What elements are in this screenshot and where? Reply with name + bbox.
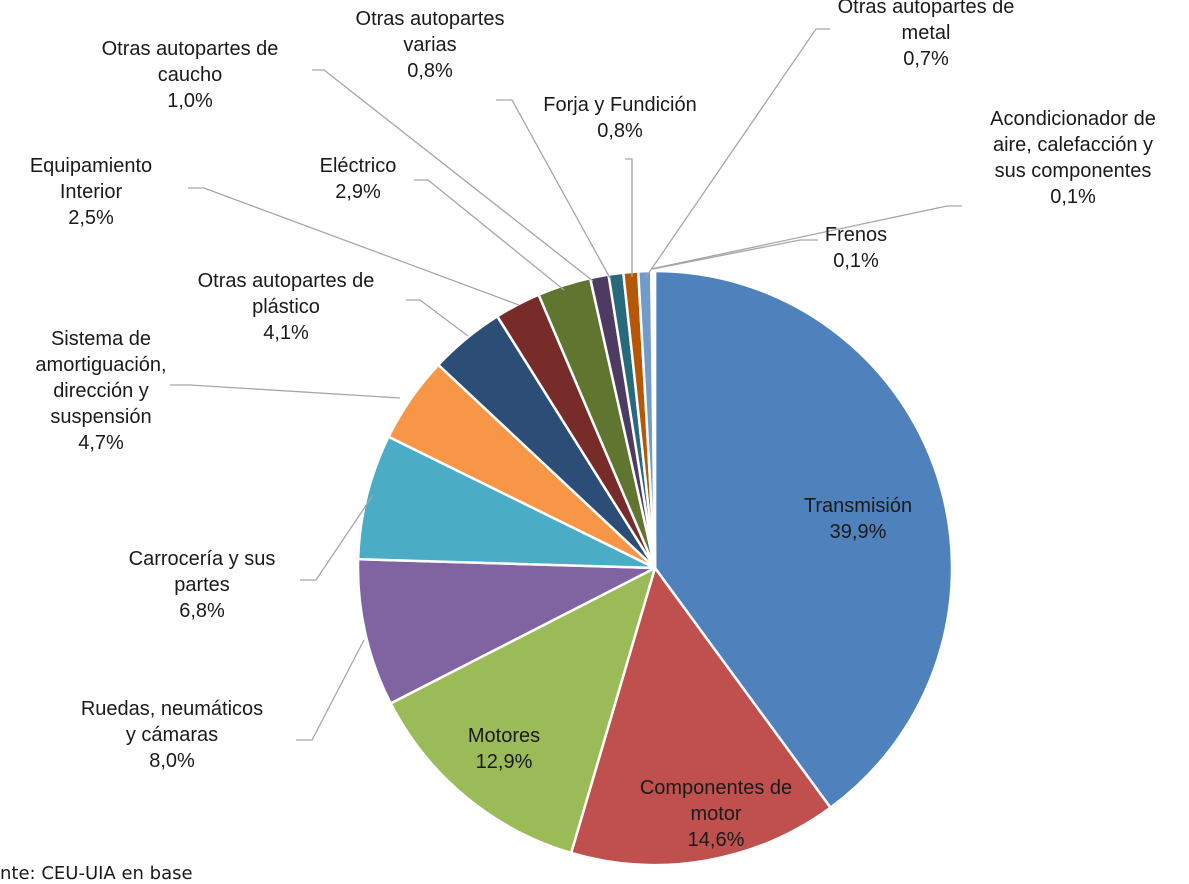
- slice-name: Componentes de: [640, 777, 792, 799]
- slice-name: y cámaras: [126, 724, 218, 746]
- slice-percent: 12,9%: [476, 751, 533, 773]
- pie-slice: [569, 566, 832, 867]
- slice-percent: 2,5%: [68, 207, 114, 229]
- leader-line: [300, 494, 374, 581]
- slice-label: Sistema de amortiguación, dirección y suspe…: [35, 328, 166, 454]
- slice-name: motor: [690, 803, 741, 825]
- slice-label: Eléctrico 2,9%: [320, 155, 397, 203]
- slice-name: Otras autopartes de: [198, 270, 375, 292]
- slice-label: Frenos 0,1%: [825, 224, 887, 272]
- slice-name: metal: [902, 22, 951, 44]
- slice-name: amortiguación,: [35, 354, 166, 376]
- slice-label: Acondicionador de aire, calefacción y sus …: [990, 108, 1156, 208]
- slice-percent: 6,8%: [179, 600, 225, 622]
- leader-line: [652, 239, 818, 270]
- slice-labels: Transmisión 39,9% Componentes de motor 14,6%…: [30, 0, 1156, 851]
- slice-percent: 39,9%: [830, 521, 887, 543]
- slice-label: Equipamiento Interior 2,5%: [30, 155, 152, 229]
- slice-name: partes: [174, 574, 230, 596]
- slice-name: aire, calefacción y: [993, 134, 1153, 156]
- slice-name: Interior: [60, 181, 123, 203]
- leader-line: [188, 187, 520, 306]
- slice-name: Forja y Fundición: [543, 94, 696, 116]
- slice-name: Ruedas, neumáticos: [81, 698, 263, 720]
- slice-name: Motores: [468, 725, 540, 747]
- slice-label: Otras autopartes de plástico 4,1%: [198, 270, 375, 344]
- slice-label: Carrocería y sus partes 6,8%: [129, 548, 276, 622]
- leader-line: [650, 205, 962, 270]
- slice-label: Ruedas, neumáticos y cámaras 8,0%: [81, 698, 263, 772]
- slice-percent: 0,8%: [597, 120, 643, 142]
- slice-name: Transmisión: [804, 495, 912, 517]
- slice-percent: 8,0%: [149, 750, 195, 772]
- slice-name: Sistema de: [51, 328, 151, 350]
- source-note: nte: CEU-UIA en base: [0, 863, 193, 884]
- slice-name: varias: [403, 34, 456, 56]
- slice-name: Carrocería y sus: [129, 548, 276, 570]
- slice-name: plástico: [252, 296, 320, 318]
- pie-slice: [651, 269, 657, 570]
- slice-name: dirección y: [53, 380, 149, 402]
- leader-lines: [170, 28, 962, 741]
- slice-label: Otras autopartes de metal 0,7%: [838, 0, 1015, 70]
- leader-line: [645, 28, 830, 278]
- slice-name: Frenos: [825, 224, 887, 246]
- slice-name: suspensión: [50, 406, 151, 428]
- slice-name: caucho: [158, 64, 223, 86]
- pie-slice: [356, 557, 657, 705]
- slice-percent: 0,1%: [1050, 186, 1096, 208]
- slice-percent: 0,1%: [833, 250, 879, 272]
- slice-label: Componentes de motor 14,6%: [640, 777, 792, 851]
- pie-slice: [356, 435, 657, 570]
- slice-name: Otras autopartes de: [838, 0, 1015, 18]
- slice-percent: 2,9%: [335, 181, 381, 203]
- slice-percent: 0,7%: [903, 48, 949, 70]
- leader-line: [496, 99, 611, 279]
- pie-slices: [356, 269, 954, 867]
- leader-line: [625, 158, 633, 277]
- leader-line: [170, 384, 401, 399]
- pie-slice: [389, 566, 657, 855]
- slice-name: sus componentes: [995, 160, 1152, 182]
- slice-label: Transmisión 39,9%: [804, 495, 912, 543]
- slice-label: Otras autopartes varias 0,8%: [356, 8, 505, 82]
- leader-line: [414, 179, 565, 291]
- leader-line: [312, 69, 594, 282]
- leader-line: [296, 639, 365, 741]
- slice-name: Otras autopartes: [356, 8, 505, 30]
- slice-name: Acondicionador de: [990, 108, 1156, 130]
- slice-name: Eléctrico: [320, 155, 397, 177]
- slice-label: Motores 12,9%: [468, 725, 540, 773]
- slice-name: Otras autopartes de: [102, 38, 279, 60]
- slice-percent: 4,7%: [78, 432, 124, 454]
- slice-name: Equipamiento: [30, 155, 152, 177]
- slice-percent: 4,1%: [263, 322, 309, 344]
- slice-label: Forja y Fundición 0,8%: [543, 94, 696, 142]
- slice-percent: 1,0%: [167, 90, 213, 112]
- slice-label: Otras autopartes de caucho 1,0%: [102, 38, 279, 112]
- slice-percent: 14,6%: [688, 829, 745, 851]
- pie-slice: [653, 269, 954, 809]
- slice-percent: 0,8%: [407, 60, 453, 82]
- leader-line: [406, 299, 469, 337]
